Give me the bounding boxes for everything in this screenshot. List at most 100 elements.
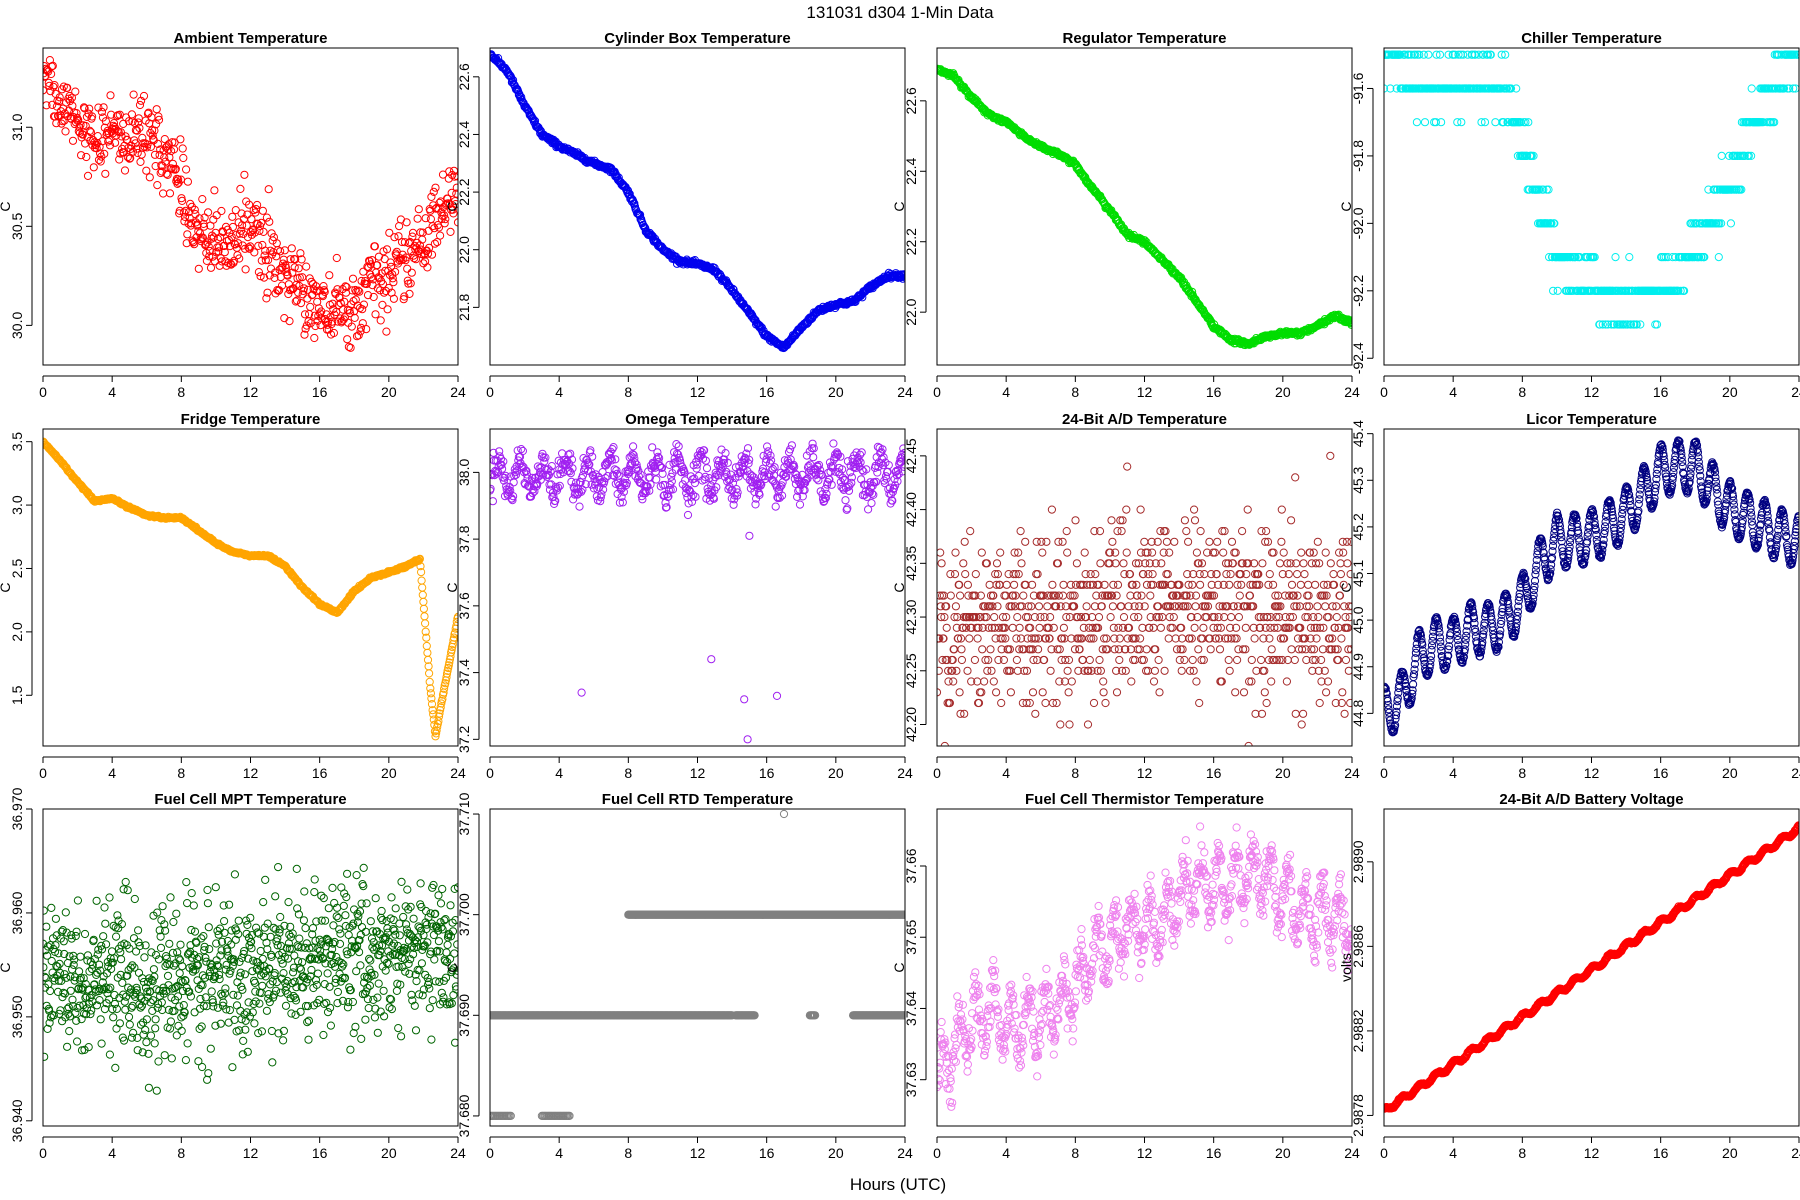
data-point	[1794, 17, 1800, 24]
data-point	[888, 496, 897, 505]
data-point	[1779, 84, 1789, 93]
data-point	[369, 275, 378, 284]
data-point	[1204, 313, 1213, 322]
data-point	[73, 113, 82, 122]
data-point	[259, 227, 268, 236]
data-point	[81, 121, 90, 131]
data-point	[937, 559, 946, 568]
data-point	[137, 96, 146, 105]
data-point	[1033, 570, 1042, 579]
data-point	[145, 173, 154, 182]
data-point	[60, 109, 70, 118]
data-point	[1016, 634, 1026, 643]
data-point	[434, 223, 444, 232]
data-point	[67, 93, 77, 102]
data-point	[656, 482, 665, 491]
data-point	[958, 623, 968, 632]
data-point	[1523, 151, 1532, 160]
data-point	[96, 157, 105, 166]
data-point	[340, 297, 349, 306]
data-point	[1094, 613, 1104, 622]
data-point	[105, 141, 115, 150]
data-point	[179, 208, 188, 217]
data-point	[260, 273, 269, 282]
data-point	[1626, 320, 1636, 329]
data-point	[129, 90, 138, 99]
plot-frame	[42, 47, 459, 366]
data-point	[1087, 666, 1096, 675]
data-point	[128, 117, 137, 126]
data-point	[142, 143, 151, 152]
x-tick-label: 0	[486, 765, 494, 781]
y-tick-label: 22.0	[903, 298, 919, 325]
data-point	[1100, 580, 1109, 589]
data-point	[1148, 548, 1157, 557]
data-point	[987, 666, 996, 675]
data-point	[809, 453, 818, 462]
data-point	[1676, 286, 1685, 295]
data-point	[89, 163, 98, 172]
data-point	[431, 183, 440, 192]
y-tick-label: 1.5	[9, 685, 25, 705]
data-point	[441, 679, 450, 688]
data-point	[1010, 580, 1019, 589]
data-point	[446, 227, 455, 236]
data-point	[1404, 50, 1413, 59]
data-point	[351, 295, 360, 304]
data-point	[942, 623, 951, 632]
data-point	[1674, 286, 1683, 295]
data-point	[1066, 580, 1076, 589]
data-point	[611, 455, 620, 464]
data-point	[603, 472, 612, 481]
data-point	[1096, 666, 1106, 675]
data-point	[957, 645, 966, 654]
data-point	[205, 252, 214, 261]
data-point	[745, 455, 754, 464]
data-point	[1053, 645, 1062, 654]
data-point	[403, 264, 412, 273]
data-point	[1430, 118, 1439, 127]
data-point	[1147, 580, 1156, 589]
y-tick-label: 22.6	[456, 63, 472, 90]
data-point	[194, 264, 203, 273]
data-point	[965, 613, 974, 622]
data-point	[285, 317, 294, 326]
data-point	[1121, 666, 1130, 675]
data-point	[418, 583, 427, 592]
data-point	[683, 510, 693, 520]
data-point	[997, 698, 1006, 708]
data-point	[93, 132, 102, 141]
data-point	[202, 256, 211, 265]
data-point	[1110, 634, 1119, 643]
data-point	[606, 455, 615, 464]
data-point	[1016, 602, 1025, 611]
data-point	[949, 677, 958, 686]
data-point	[176, 135, 185, 144]
data-point	[258, 206, 267, 215]
data-point	[1082, 613, 1091, 622]
data-point	[978, 623, 987, 632]
data-point	[429, 187, 438, 196]
data-point	[403, 276, 412, 285]
data-point	[394, 232, 403, 241]
data-point	[180, 212, 190, 221]
data-point	[898, 274, 905, 283]
data-point	[378, 300, 387, 309]
data-point	[1041, 698, 1050, 708]
data-point	[1450, 50, 1460, 59]
data-point	[900, 451, 905, 461]
y-tick-label: 31.0	[9, 113, 25, 140]
data-point	[554, 483, 563, 492]
data-point	[422, 633, 431, 642]
data-point	[976, 591, 986, 600]
x-tick-label: 16	[759, 384, 775, 400]
data-point	[808, 439, 817, 448]
data-point	[642, 487, 651, 496]
data-point	[382, 245, 392, 254]
data-point	[127, 110, 136, 119]
data-point	[1110, 645, 1119, 654]
data-point	[632, 460, 641, 469]
data-point	[160, 153, 169, 162]
data-point	[1144, 570, 1153, 579]
data-point	[1031, 634, 1040, 643]
